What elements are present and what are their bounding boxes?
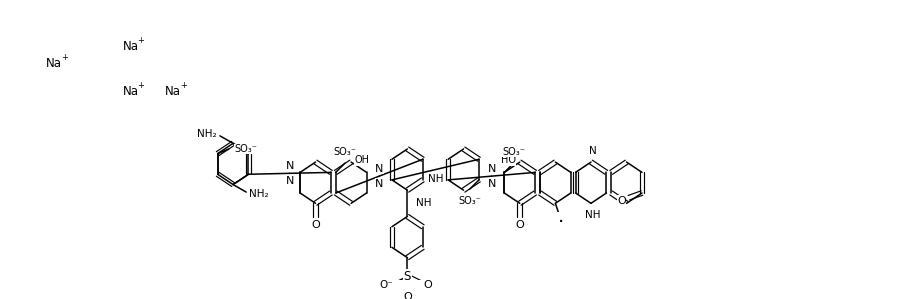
Text: +: + xyxy=(180,81,186,90)
Text: SO₃⁻: SO₃⁻ xyxy=(334,147,356,157)
Text: O⁻: O⁻ xyxy=(380,280,394,290)
Text: O: O xyxy=(423,280,432,290)
Text: NH: NH xyxy=(585,210,600,219)
Text: NH: NH xyxy=(428,174,443,184)
Text: Na: Na xyxy=(122,85,139,98)
Text: ·: · xyxy=(558,213,564,231)
Text: +: + xyxy=(137,81,144,90)
Text: N: N xyxy=(589,146,597,156)
Text: N: N xyxy=(375,164,383,174)
Text: N: N xyxy=(285,161,294,171)
Text: O: O xyxy=(311,220,320,230)
Text: O: O xyxy=(403,292,411,299)
Text: NH₂: NH₂ xyxy=(250,189,269,199)
Text: +: + xyxy=(137,36,144,45)
Text: OH: OH xyxy=(355,155,370,165)
Text: O: O xyxy=(617,196,626,205)
Text: NH: NH xyxy=(416,198,431,208)
Text: N: N xyxy=(285,176,294,186)
Text: N: N xyxy=(375,179,383,189)
Text: SO₃⁻: SO₃⁻ xyxy=(234,144,257,154)
Text: Na: Na xyxy=(46,57,61,70)
Text: NH₂: NH₂ xyxy=(197,129,217,139)
Text: Na: Na xyxy=(165,85,181,98)
Text: N: N xyxy=(487,179,496,189)
Text: HO: HO xyxy=(501,155,516,165)
Text: O: O xyxy=(515,220,524,230)
Text: +: + xyxy=(60,53,68,62)
Text: S: S xyxy=(404,270,411,283)
Text: SO₃⁻: SO₃⁻ xyxy=(458,196,481,205)
Text: SO₃⁻: SO₃⁻ xyxy=(503,147,526,157)
Text: Na: Na xyxy=(122,40,139,53)
Text: N: N xyxy=(487,164,496,174)
